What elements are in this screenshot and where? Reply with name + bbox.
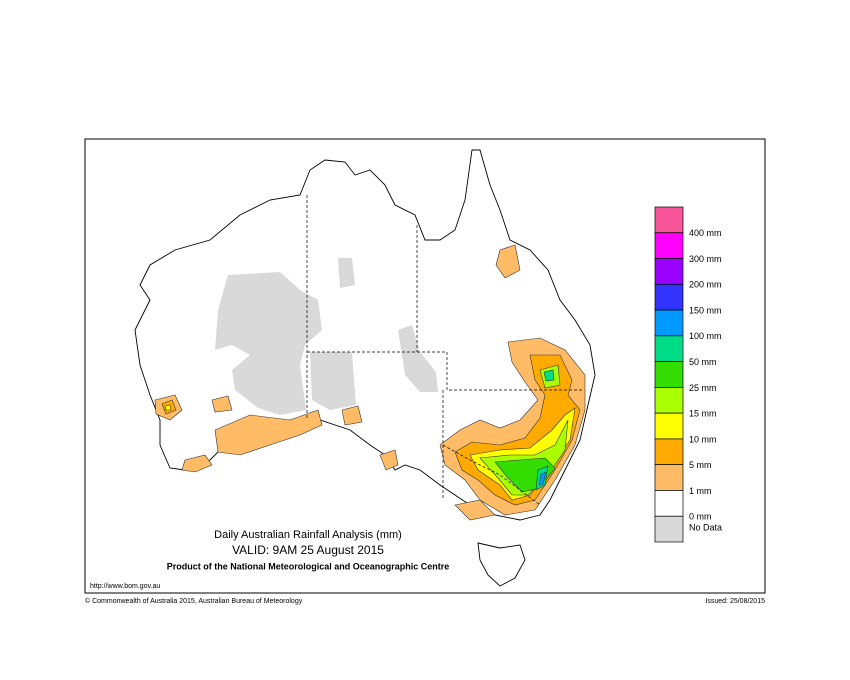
legend-swatch — [654, 335, 684, 362]
legend-swatch — [654, 412, 684, 440]
legend-label: No Data — [689, 522, 722, 532]
rain-area — [543, 369, 555, 382]
legend-label: 1 mm — [689, 486, 712, 496]
legend-swatch — [654, 232, 684, 259]
legend-label: 10 mm — [689, 434, 717, 444]
legend-label: 25 mm — [689, 383, 717, 393]
legend-label: 200 mm — [689, 280, 722, 290]
legend-swatch — [654, 490, 684, 517]
no-data-area — [338, 258, 355, 288]
rain-area — [379, 449, 399, 471]
legend-label: 5 mm — [689, 460, 712, 470]
legend-swatch — [654, 464, 684, 491]
no-data-area — [310, 352, 356, 410]
legend-swatch — [654, 283, 684, 311]
no-data-area — [398, 325, 438, 392]
map-title: Daily Australian Rainfall Analysis (mm) — [214, 529, 402, 541]
source-url: http://www.bom.gov.au — [90, 583, 160, 590]
legend: 400 mm 300 mm 200 mm 150 mm 100 mm 50 mm 25 mm… — [654, 206, 722, 543]
legend-label: 15 mm — [689, 409, 717, 419]
legend-swatch — [654, 438, 684, 466]
legend-swatch — [654, 361, 684, 388]
state-border — [306, 195, 583, 506]
legend-swatch — [654, 515, 684, 543]
legend-label: 400 mm — [689, 228, 722, 238]
legend-swatch — [654, 387, 684, 414]
rain-area — [181, 454, 213, 473]
legend-label: 300 mm — [689, 254, 722, 264]
tasmania — [477, 542, 526, 587]
legend-label: 100 mm — [689, 331, 722, 341]
rain-area — [214, 409, 323, 456]
rain-area — [211, 395, 233, 413]
no-data-area — [215, 272, 322, 415]
legend-label: 0 mm — [689, 512, 712, 522]
australia-map — [134, 149, 596, 587]
legend-label: 50 mm — [689, 357, 717, 367]
valid-time: VALID: 9AM 25 August 2015 — [232, 543, 384, 557]
copyright: © Commonwealth of Australia 2015, Austra… — [85, 597, 303, 605]
issued-date: Issued: 25/08/2015 — [705, 598, 765, 605]
legend-swatch — [654, 258, 684, 285]
legend-swatch — [654, 206, 684, 234]
rain-area — [495, 244, 521, 279]
rain-area — [341, 405, 363, 426]
legend-label: 150 mm — [689, 305, 722, 315]
rain-area — [454, 499, 496, 521]
product-note: Product of the National Meteorological a… — [167, 561, 450, 571]
rain-area — [164, 404, 172, 411]
legend-swatch — [654, 309, 684, 337]
rain-area — [538, 471, 547, 486]
rain-area — [469, 407, 576, 501]
